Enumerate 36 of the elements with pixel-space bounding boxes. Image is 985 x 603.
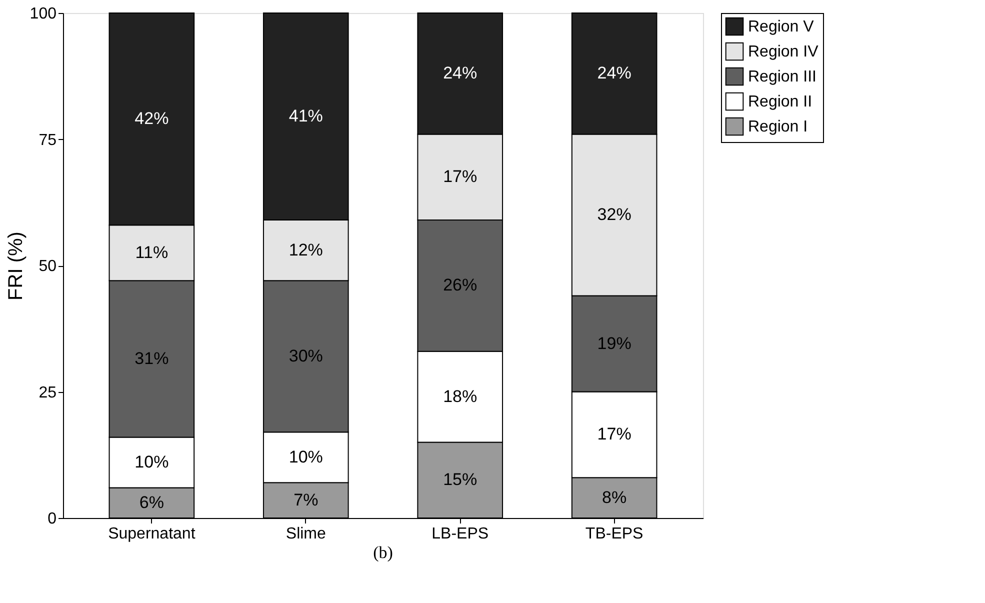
y-tick-label: 100 (30, 6, 57, 22)
data-label: 17% (597, 424, 632, 444)
data-label: 6% (139, 492, 164, 512)
data-label: 24% (443, 64, 478, 83)
data-label: 11% (135, 242, 168, 262)
data-label: 12% (288, 240, 323, 260)
data-label: 24% (597, 64, 632, 83)
text: (b) (373, 543, 393, 562)
x-tick-label: LB-EPS (432, 526, 489, 542)
data-label: 15% (443, 470, 478, 490)
data-label: 32% (597, 205, 632, 224)
y-tick-label: 25 (38, 384, 57, 402)
data-label: 17% (443, 167, 478, 186)
legend-label: Region IV (748, 44, 819, 60)
x-tick-label: Supernatant (108, 526, 196, 542)
legend-label: Region I (748, 118, 808, 136)
data-label: 7% (294, 490, 318, 510)
data-label: 19% (597, 334, 632, 353)
y-tick-label: 50 (38, 258, 57, 275)
x-tick-label: Slime (286, 526, 326, 542)
data-label: 10% (134, 452, 169, 472)
legend-label: Region V (748, 18, 814, 36)
data-label: 26% (443, 276, 478, 295)
legend-label: Region II (748, 94, 812, 110)
legend-label: Region III (748, 68, 816, 86)
data-label: 31% (134, 348, 169, 368)
data-label: 42% (134, 109, 169, 128)
data-label: 10% (288, 447, 323, 466)
x-tick-label: TB-EPS (585, 526, 644, 542)
y-tick-label: 75 (38, 132, 57, 149)
data-label: 41% (288, 106, 323, 126)
y-tick-label: 0 (48, 510, 57, 528)
y-axis-title: FRI (%) (4, 232, 27, 300)
data-label: 30% (288, 346, 323, 366)
data-label: 18% (443, 386, 478, 406)
data-label: 8% (602, 488, 627, 507)
